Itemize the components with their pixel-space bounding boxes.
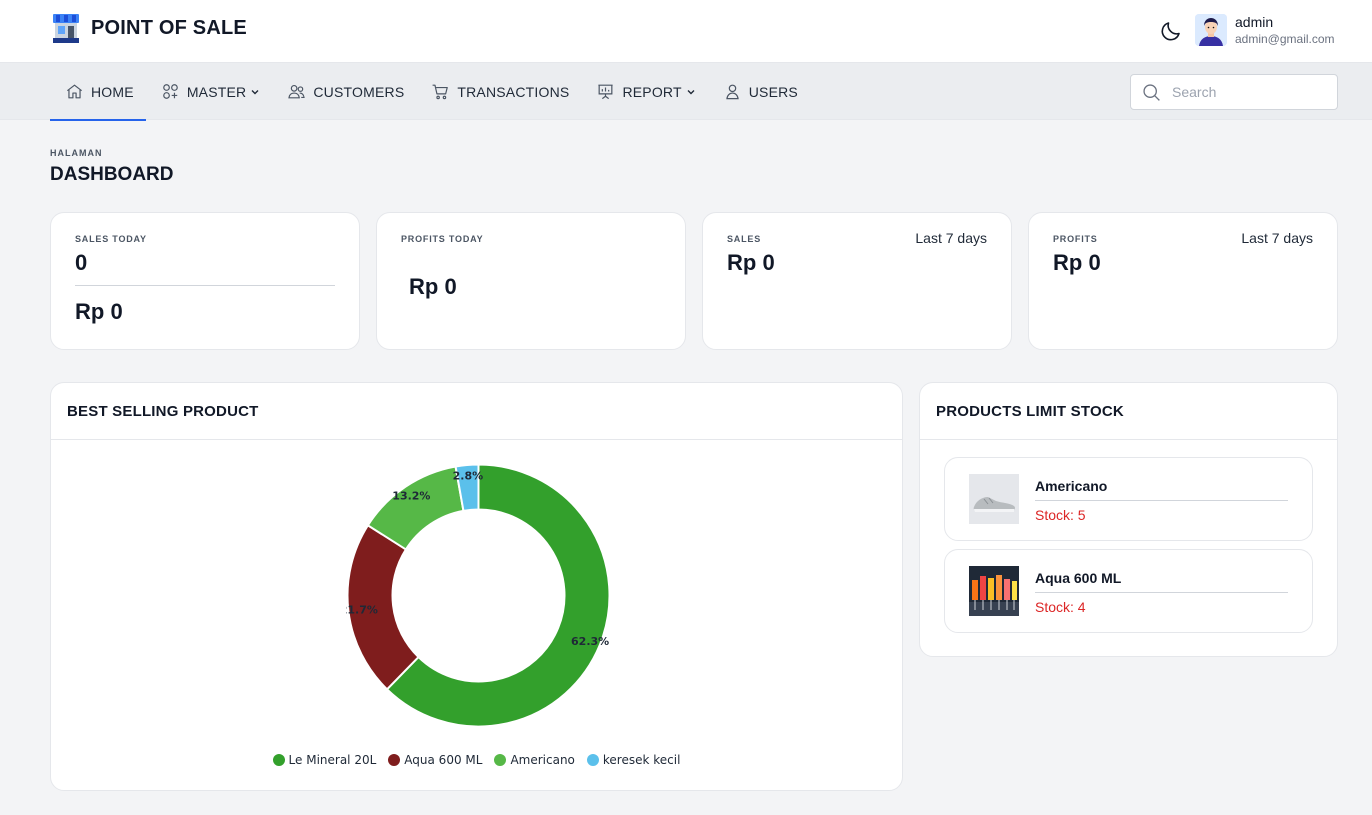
nav-item-label: USERS <box>748 83 798 100</box>
chevron-down-icon <box>687 89 695 94</box>
brand-title: POINT OF SALE <box>91 16 247 39</box>
panel-title: BEST SELLING PRODUCT <box>67 403 259 420</box>
stat-card-profits-today: PROFITS TODAY Rp 0 <box>376 212 686 350</box>
page-eyebrow: HALAMAN <box>50 148 103 158</box>
dark-mode-toggle-icon[interactable] <box>1159 19 1183 43</box>
avatar[interactable] <box>1195 14 1227 46</box>
stat-card-sales-week: SALES Last 7 days Rp 0 <box>702 212 1012 350</box>
stat-label: SALES TODAY <box>75 234 147 244</box>
legend-label: keresek kecil <box>602 753 681 767</box>
page-title: DASHBOARD <box>50 164 174 185</box>
stat-card-sales-today: SALES TODAY 0 Rp 0 <box>50 212 360 350</box>
best-selling-panel: BEST SELLING PRODUCT 62.3% 21.7% 13.2% 2.8%… <box>50 382 903 791</box>
user-email: admin@gmail.com <box>1235 32 1335 46</box>
product-name: Aqua 600 ML <box>1035 570 1122 586</box>
nav-item-master[interactable]: MASTER <box>146 63 273 120</box>
search-icon <box>1143 83 1160 101</box>
legend-label: Americano <box>510 753 575 767</box>
legend-item[interactable]: Americano <box>494 753 575 767</box>
donut-chart: 62.3% 21.7% 13.2% 2.8% <box>340 463 611 728</box>
grid-icon <box>162 84 178 99</box>
stat-amount: Rp 0 <box>727 250 775 275</box>
limit-stock-panel: PRODUCTS LIMIT STOCK Americano Stock: 5 <box>919 382 1338 657</box>
nav-menu: HOME MASTER CUSTOMERS TRANSACTIONS <box>50 63 810 121</box>
search-input[interactable] <box>1172 84 1322 100</box>
legend-item[interactable]: keresek kecil <box>586 753 681 767</box>
slice-label: 62.3% <box>571 635 609 648</box>
divider <box>1035 592 1288 593</box>
presentation-chart-icon <box>598 84 614 100</box>
panel-header: PRODUCTS LIMIT STOCK <box>920 383 1337 440</box>
stat-amount: Rp 0 <box>409 274 457 299</box>
stat-label: PROFITS <box>1053 234 1098 244</box>
stat-label: SALES <box>727 234 762 244</box>
stat-count: 0 <box>75 250 88 275</box>
nav-item-home[interactable]: HOME <box>50 63 146 121</box>
nav-item-label: HOME <box>91 83 134 100</box>
nav-item-customers[interactable]: CUSTOMERS <box>272 63 416 120</box>
panel-header: BEST SELLING PRODUCT <box>51 383 902 440</box>
brand[interactable]: POINT OF SALE <box>53 12 247 44</box>
nav-item-label: TRANSACTIONS <box>457 83 570 100</box>
chevron-down-icon <box>251 89 259 94</box>
slice-label: 21.7% <box>346 603 378 616</box>
donut-slice-0[interactable] <box>385 463 611 728</box>
user-icon <box>726 84 739 100</box>
legend-label: Le Mineral 20L <box>288 753 377 767</box>
nav-item-report[interactable]: REPORT <box>581 63 707 120</box>
product-thumbnail <box>969 474 1019 524</box>
stat-period: Last 7 days <box>1241 230 1313 246</box>
avatar-illustration-icon <box>1195 14 1227 46</box>
product-name: Americano <box>1035 478 1108 494</box>
main-navbar: HOME MASTER CUSTOMERS TRANSACTIONS <box>0 63 1372 121</box>
nav-item-label: CUSTOMERS <box>313 83 405 100</box>
divider <box>1035 500 1288 501</box>
panel-title: PRODUCTS LIMIT STOCK <box>936 403 1124 420</box>
legend-swatch <box>494 754 507 766</box>
stat-amount: Rp 0 <box>75 299 123 324</box>
cart-icon <box>432 84 449 100</box>
legend-swatch <box>388 754 401 766</box>
chart-legend: Le Mineral 20L Aqua 600 ML Americano kerese… <box>51 753 902 767</box>
stat-card-profits-week: PROFITS Last 7 days Rp 0 <box>1028 212 1338 350</box>
legend-swatch <box>272 754 285 766</box>
donut-slice-3[interactable] <box>454 463 480 512</box>
nav-item-users[interactable]: USERS <box>708 63 810 120</box>
legend-swatch <box>586 754 599 766</box>
stat-amount: Rp 0 <box>1053 250 1101 275</box>
nav-item-label: MASTER <box>186 83 247 100</box>
stock-count: Stock: 4 <box>1035 599 1086 615</box>
legend-item[interactable]: Le Mineral 20L <box>272 753 377 767</box>
users-icon <box>288 84 306 99</box>
stock-item[interactable]: Aqua 600 ML Stock: 4 <box>944 549 1313 633</box>
nav-item-transactions[interactable]: TRANSACTIONS <box>416 63 581 120</box>
donut-chart-svg: 62.3% 21.7% 13.2% 2.8% <box>340 463 611 728</box>
stat-period: Last 7 days <box>915 230 987 246</box>
top-header: POINT OF SALE admin admin@gmail.com <box>0 0 1372 63</box>
user-name[interactable]: admin <box>1235 14 1274 30</box>
legend-item[interactable]: Aqua 600 ML <box>388 753 482 767</box>
nav-item-label: REPORT <box>622 83 682 100</box>
stock-item[interactable]: Americano Stock: 5 <box>944 457 1313 541</box>
store-logo-icon <box>53 14 79 43</box>
search-box[interactable] <box>1130 74 1338 110</box>
legend-label: Aqua 600 ML <box>404 753 483 767</box>
stat-label: PROFITS TODAY <box>401 234 484 244</box>
shoe-image-icon <box>969 474 1019 524</box>
product-thumbnail <box>969 566 1019 616</box>
slice-label: 2.8% <box>453 469 484 482</box>
divider <box>75 285 335 286</box>
stock-count: Stock: 5 <box>1035 507 1086 523</box>
drinks-image-icon <box>969 566 1019 616</box>
home-icon <box>67 84 82 99</box>
slice-label: 13.2% <box>392 489 430 502</box>
